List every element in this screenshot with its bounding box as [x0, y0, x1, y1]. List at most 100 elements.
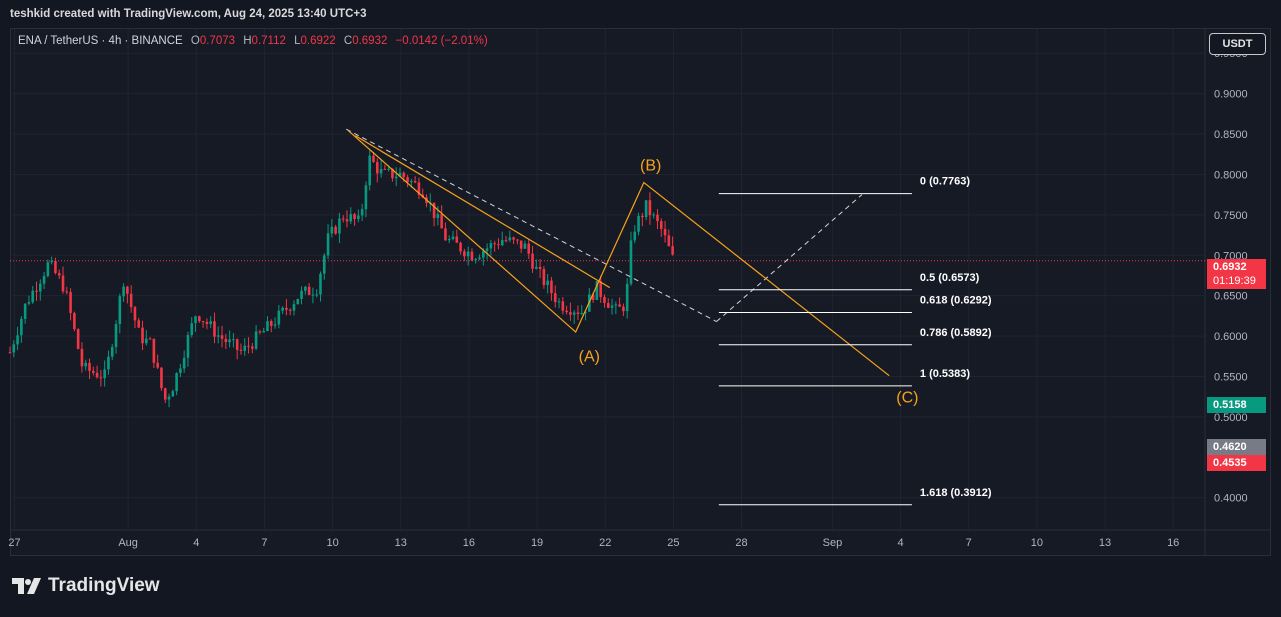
candle-body	[478, 257, 481, 260]
bar-countdown: 01:19:39	[1213, 275, 1256, 287]
red-price-tag: 0.4535	[1207, 455, 1266, 471]
candle-body	[455, 236, 459, 243]
y-tick-label: 0.4000	[1214, 493, 1248, 505]
candle-body	[353, 214, 356, 219]
x-tick-label: 28	[735, 537, 747, 549]
candle-body	[569, 312, 572, 315]
candle-body	[209, 321, 212, 325]
candle-body	[27, 302, 31, 304]
candle-body	[550, 280, 553, 294]
candle-body	[171, 391, 175, 397]
fib-level-label: 0.786 (0.5892)	[920, 327, 992, 339]
candle-body	[641, 215, 644, 218]
candle-body	[156, 362, 159, 368]
candle-body	[175, 373, 178, 392]
candle-body	[311, 294, 315, 296]
candle-body	[527, 243, 531, 254]
candle-body	[338, 218, 341, 234]
fib-level-label: 0.5 (0.6573)	[920, 272, 980, 284]
candle-body	[315, 294, 319, 296]
x-tick-label: 19	[531, 537, 543, 549]
candle-body	[482, 251, 485, 258]
candle-body	[357, 215, 360, 219]
candle-body	[622, 306, 625, 312]
candle-body	[629, 240, 633, 284]
candle-body	[580, 313, 584, 315]
high-label: H	[243, 35, 252, 47]
candle-body	[137, 320, 141, 328]
candle-body	[205, 321, 209, 325]
candle-body	[160, 367, 163, 389]
candle-body	[296, 298, 300, 305]
candle-body	[648, 200, 652, 216]
candle-body	[345, 219, 349, 222]
candle-body	[57, 273, 61, 276]
candle-body	[304, 286, 307, 291]
candle-body	[141, 327, 144, 344]
candle-body	[38, 283, 42, 292]
elliott-wave-line	[348, 130, 890, 377]
candle-body	[364, 185, 368, 210]
candle-body	[542, 268, 546, 286]
gray-price-tag: 0.4620	[1207, 439, 1266, 455]
candle-body	[561, 301, 565, 311]
open-value: 0.7073	[199, 35, 236, 47]
candle-body	[466, 251, 470, 257]
y-tick-label: 0.8000	[1214, 169, 1248, 181]
candle-body	[546, 280, 549, 286]
candle-body	[379, 168, 383, 174]
candle-body	[535, 266, 538, 269]
y-tick-label: 0.9000	[1214, 89, 1248, 101]
candle-body	[516, 239, 519, 241]
candle-body	[8, 352, 12, 354]
candle-body	[145, 338, 148, 344]
candle-body	[447, 238, 451, 241]
candle-body	[182, 357, 186, 369]
candle-body	[372, 155, 375, 163]
candle-body	[84, 362, 88, 367]
candle-body	[440, 214, 443, 229]
candle-body	[644, 200, 648, 218]
candle-body	[508, 237, 512, 241]
x-tick-label: 13	[1099, 537, 1111, 549]
candle-body	[269, 321, 273, 326]
y-tick-label: 0.5000	[1214, 412, 1248, 424]
candle-body	[88, 362, 91, 371]
candle-body	[391, 168, 394, 179]
candle-body	[80, 348, 84, 367]
candle-body	[254, 331, 258, 349]
candle-body	[444, 228, 447, 241]
candle-body	[603, 296, 606, 303]
candle-body	[417, 182, 421, 195]
candle-body	[330, 226, 334, 234]
candle-body	[599, 281, 602, 297]
candle-body	[167, 396, 171, 400]
candle-body	[504, 240, 508, 242]
candle-body	[198, 316, 201, 322]
candle-body	[618, 304, 621, 307]
symbol-label[interactable]: ENA / TetherUS · 4h · BINANCE	[18, 35, 183, 47]
candle-body	[277, 310, 281, 325]
currency-button[interactable]: USDT	[1209, 33, 1266, 55]
candle-body	[625, 283, 629, 312]
green-price-tag: 0.5158	[1207, 397, 1266, 413]
candle-body	[326, 233, 330, 256]
candle-body	[606, 302, 610, 308]
candle-body	[349, 214, 353, 222]
candle-body	[485, 248, 489, 252]
candle-body	[538, 266, 542, 269]
candle-body	[50, 260, 53, 263]
candle-body	[436, 214, 440, 219]
candle-body	[179, 368, 182, 374]
chart-frame[interactable]	[10, 28, 1271, 556]
wave-label: (B)	[640, 158, 661, 175]
x-tick-label: 7	[261, 537, 267, 549]
candle-body	[12, 344, 16, 353]
candle-body	[474, 259, 478, 261]
candle-body	[394, 176, 398, 179]
candle-body	[76, 329, 80, 349]
x-tick-label: Sep	[823, 537, 843, 549]
candle-body	[489, 243, 493, 249]
candle-body	[512, 237, 515, 240]
